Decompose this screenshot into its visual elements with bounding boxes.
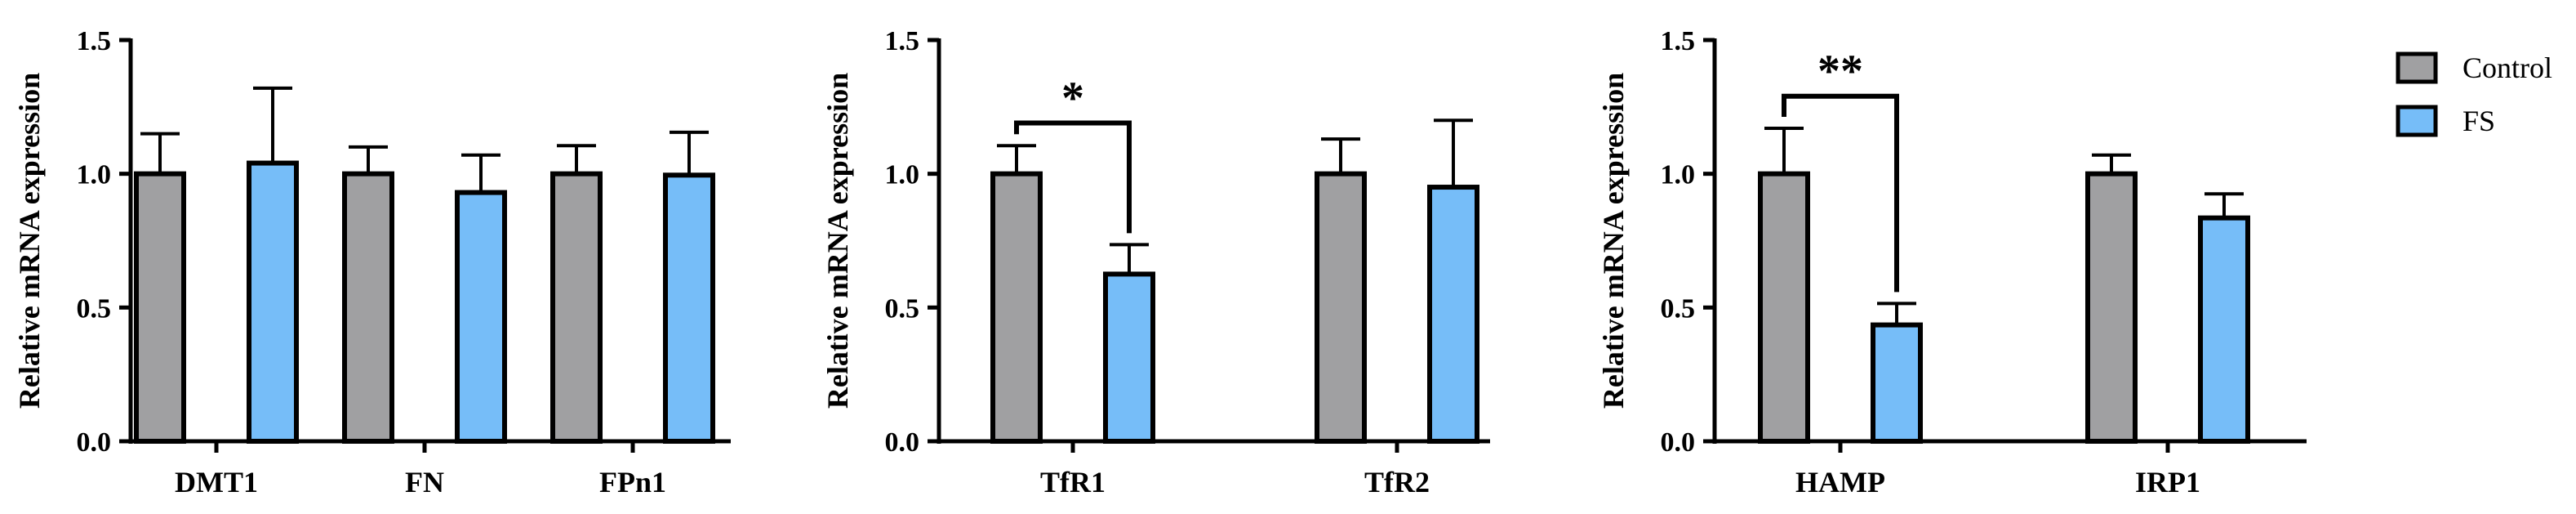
legend-label-fs: FS — [2463, 105, 2495, 137]
chart-panel-3: 0.0 0.5 1.0 1.5 Relative mRNA expression HAMP… — [1597, 26, 2307, 498]
x-tick-label: IRP1 — [2135, 466, 2200, 498]
bar-control-dmt1 — [134, 171, 186, 445]
y-axis-label: Relative mRNA expression — [821, 73, 854, 409]
bar-fs-fn — [455, 190, 507, 445]
bar-control-fpn1 — [550, 171, 603, 445]
chart-panel-1: 0.0 0.5 1.0 1.5 Relative mRNA expression DMT1… — [13, 26, 731, 498]
significance-bracket — [1014, 120, 1132, 234]
bar-control-hamp — [1758, 171, 1810, 445]
bar-control-tfr1 — [990, 171, 1043, 445]
chart-panel-2: 0.0 0.5 1.0 1.5 Relative mRNA expression TfR1… — [821, 26, 1490, 498]
bar-fs-dmt1 — [247, 160, 299, 444]
x-tick-label: DMT1 — [175, 466, 258, 498]
bar-fs-hamp — [1871, 322, 1923, 444]
significance-bracket — [1782, 93, 1899, 293]
legend-label-control: Control — [2463, 51, 2552, 84]
y-tick-label: 0.5 — [1661, 293, 1696, 324]
y-axis-label: Relative mRNA expression — [1597, 73, 1630, 409]
legend: Control FS — [2396, 51, 2552, 137]
legend-swatch-control — [2396, 51, 2438, 84]
x-tick-label: TfR2 — [1364, 466, 1430, 498]
significance-label: ** — [1817, 47, 1863, 97]
bar-control-fn — [342, 171, 394, 445]
bar-control-irp1 — [2085, 171, 2138, 445]
y-tick-label: 1.0 — [77, 160, 112, 190]
y-tick-label: 0.5 — [885, 293, 920, 324]
x-tick-label: FN — [405, 466, 444, 498]
y-tick-label: 0.0 — [77, 427, 112, 458]
y-tick-label: 1.5 — [1661, 26, 1696, 56]
y-tick-label: 1.5 — [77, 26, 112, 56]
bar-fs-irp1 — [2198, 215, 2250, 444]
bar-control-tfr2 — [1315, 171, 1367, 445]
y-tick-label: 0.0 — [1661, 427, 1696, 458]
x-tick-label: TfR1 — [1040, 466, 1106, 498]
bar-fs-fpn1 — [663, 172, 715, 444]
y-tick-label: 1.0 — [1661, 160, 1696, 190]
y-tick-label: 1.5 — [885, 26, 920, 56]
legend-swatch-fs — [2396, 105, 2438, 137]
x-tick-label: HAMP — [1795, 466, 1885, 498]
bar-fs-tfr2 — [1427, 185, 1479, 445]
y-axis-label: Relative mRNA expression — [13, 73, 46, 409]
y-tick-label: 0.5 — [77, 293, 112, 324]
bar-fs-tfr1 — [1103, 271, 1155, 444]
chart-panels: 0.0 0.5 1.0 1.5 Relative mRNA expression DMT1… — [13, 26, 2307, 498]
significance-label: * — [1061, 73, 1084, 123]
y-tick-label: 1.0 — [885, 160, 920, 190]
y-tick-label: 0.0 — [885, 427, 920, 458]
x-tick-label: FPn1 — [599, 466, 666, 498]
